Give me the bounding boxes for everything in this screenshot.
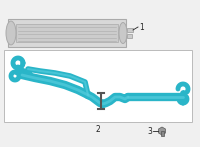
FancyBboxPatch shape: [4, 50, 192, 122]
FancyBboxPatch shape: [8, 19, 126, 47]
Text: 3: 3: [147, 127, 152, 136]
FancyBboxPatch shape: [127, 28, 133, 32]
Polygon shape: [159, 127, 165, 135]
FancyBboxPatch shape: [160, 131, 164, 136]
Ellipse shape: [6, 21, 16, 45]
Text: 1: 1: [139, 22, 144, 31]
Text: 2: 2: [96, 126, 100, 135]
FancyBboxPatch shape: [127, 34, 132, 38]
Ellipse shape: [119, 22, 127, 44]
FancyBboxPatch shape: [16, 24, 118, 42]
